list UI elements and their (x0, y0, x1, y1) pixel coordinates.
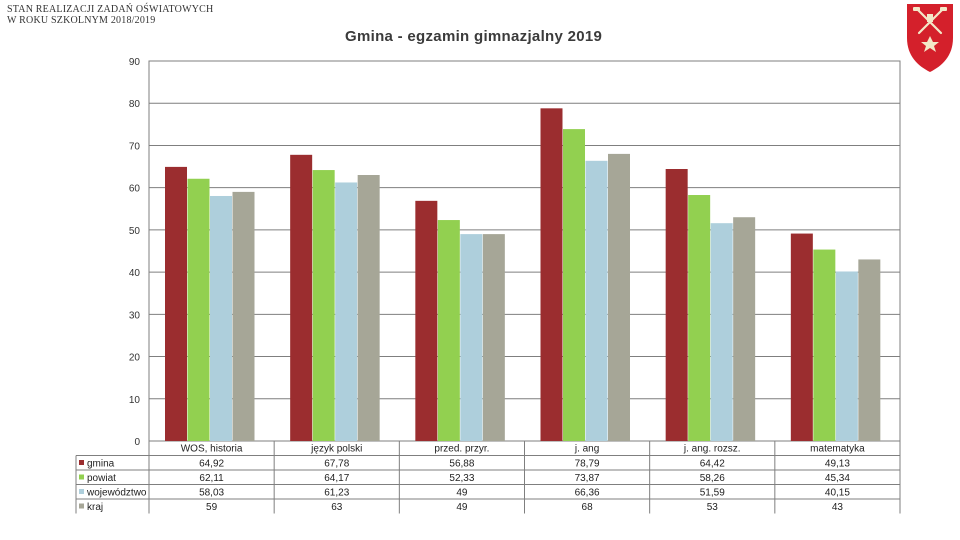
bar-kraj-2 (482, 234, 505, 441)
y-tick-label: 60 (129, 184, 141, 195)
bar-powiat-4 (688, 195, 711, 441)
bar-powiat-5 (813, 249, 836, 441)
bar-województwo-2 (460, 234, 483, 441)
bar-kraj-4 (733, 217, 756, 441)
y-tick-label: 70 (129, 141, 141, 152)
y-tick-label: 50 (129, 226, 141, 237)
coat-of-arms-icon (900, 0, 960, 74)
y-tick-label: 40 (129, 268, 141, 279)
y-tick-label: 10 (129, 395, 141, 406)
data-label: 78,79 (575, 459, 600, 470)
plot-frame (148, 60, 901, 442)
bar-kraj-5 (858, 259, 881, 441)
legend-label: kraj (87, 502, 103, 513)
bar-gmina-4 (665, 169, 688, 441)
bar-powiat-1 (312, 170, 335, 441)
bar-kraj-1 (357, 175, 380, 441)
bar-gmina-2 (415, 200, 438, 441)
data-label: 49 (456, 502, 468, 513)
data-label: 62,11 (199, 473, 224, 484)
data-label: 67,78 (324, 459, 349, 470)
category-label: j. ang. rozsz. (683, 444, 741, 455)
bar-kraj-3 (608, 153, 630, 441)
legend-label: województwo (86, 488, 147, 499)
data-label: 45,34 (825, 473, 850, 484)
data-label: 43 (832, 502, 844, 513)
bar-województwo-5 (835, 271, 858, 441)
y-tick-label: 90 (129, 57, 141, 68)
header-line-1: STAN REALIZACJI ZADAŃ OŚWIATOWYCH (7, 4, 214, 15)
bar-województwo-0 (210, 195, 232, 441)
y-tick-label: 80 (129, 99, 141, 110)
bar-gmina-3 (540, 108, 563, 441)
chart-title: Gmina - egzamin gimnazjalny 2019 (345, 28, 603, 45)
data-label: 52,33 (449, 473, 474, 484)
data-label: 49,13 (825, 459, 850, 470)
category-label: przed. przyr. (434, 444, 489, 455)
data-label: 58,26 (700, 473, 725, 484)
bar-powiat-0 (187, 178, 210, 441)
bar-gmina-5 (790, 233, 813, 441)
data-label: 64,42 (700, 459, 725, 470)
data-label: 61,23 (324, 488, 349, 499)
data-label: 63 (331, 502, 343, 513)
bar-województwo-3 (585, 160, 608, 441)
data-label: 58,03 (199, 488, 224, 499)
category-label: WOS, historia (181, 444, 243, 455)
category-label: j. ang (574, 444, 599, 455)
data-label: 64,92 (199, 459, 224, 470)
data-label: 59 (206, 502, 218, 513)
bar-gmina-0 (165, 166, 187, 442)
category-label: język polski (310, 444, 362, 455)
category-label: matematyka (810, 444, 865, 455)
bar-powiat-2 (437, 220, 460, 441)
bar-województwo-4 (710, 223, 733, 441)
legend-label: powiat (87, 473, 116, 484)
bar-gmina-1 (290, 154, 313, 441)
data-label: 66,36 (575, 488, 600, 499)
bar-kraj-0 (232, 191, 255, 441)
legend-label: gmina (87, 459, 115, 470)
data-label: 53 (707, 502, 719, 513)
legend-key-powiat (79, 474, 84, 480)
header-line-2: W ROKU SZKOLNYM 2018/2019 (7, 15, 156, 26)
legend-key-kraj (79, 503, 84, 509)
legend-key-województwo (79, 489, 84, 494)
data-label: 40,15 (825, 488, 850, 499)
data-label: 51,59 (700, 488, 725, 499)
bar-powiat-3 (563, 129, 585, 442)
data-label: 56,88 (449, 459, 474, 470)
legend-key-gmina (79, 460, 84, 465)
y-tick-label: 30 (129, 310, 141, 321)
data-label: 64,17 (324, 473, 349, 484)
y-tick-label: 20 (129, 353, 141, 364)
y-tick-label: 0 (134, 437, 140, 448)
data-label: 68 (582, 502, 594, 513)
data-label: 73,87 (575, 473, 600, 484)
data-label: 49 (456, 488, 468, 499)
bar-województwo-1 (335, 182, 358, 441)
